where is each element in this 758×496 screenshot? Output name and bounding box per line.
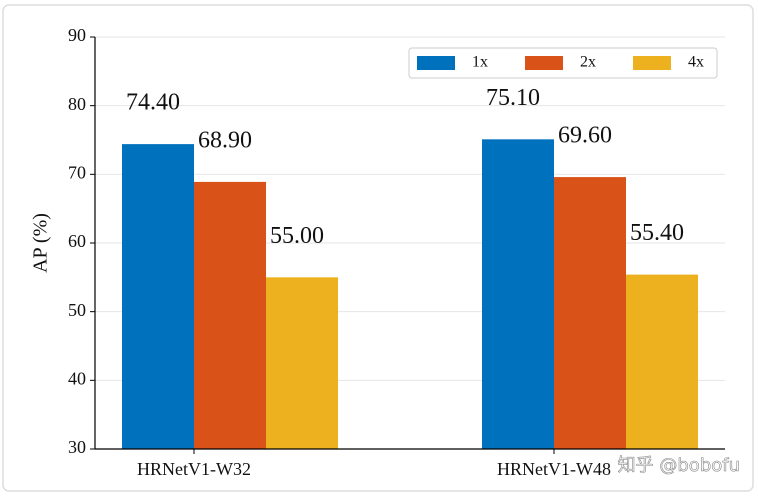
value-label: 74.40 [126, 90, 180, 116]
bar [626, 274, 698, 449]
value-label: 69.60 [558, 123, 612, 149]
value-label: 68.90 [198, 127, 252, 153]
watermark: 知乎 @bobofu [618, 455, 740, 476]
x-tick-label: HRNetV1-W48 [497, 459, 611, 479]
legend-label: 4x [688, 54, 704, 71]
y-tick-label: 60 [68, 231, 86, 251]
legend-label: 2x [580, 54, 596, 71]
legend-swatch [525, 56, 563, 70]
legend-swatch [633, 56, 671, 70]
bar [554, 177, 626, 449]
y-tick-label: 50 [68, 300, 86, 320]
y-tick-label: 90 [68, 25, 86, 45]
x-tick-label: HRNetV1-W32 [137, 459, 251, 479]
value-label: 55.00 [270, 223, 324, 249]
y-tick-label: 30 [68, 437, 86, 457]
bar [194, 181, 266, 450]
y-tick-label: 70 [68, 162, 86, 182]
bar [482, 139, 554, 449]
bar [266, 277, 338, 449]
bar [122, 144, 194, 449]
y-tick-label: 80 [68, 94, 86, 114]
legend-swatch [417, 56, 455, 70]
y-axis-label: AP (%) [30, 213, 52, 273]
legend-label: 1x [472, 54, 488, 71]
y-tick-label: 40 [68, 368, 86, 388]
value-label: 75.10 [486, 85, 540, 111]
value-label: 55.40 [630, 220, 684, 246]
